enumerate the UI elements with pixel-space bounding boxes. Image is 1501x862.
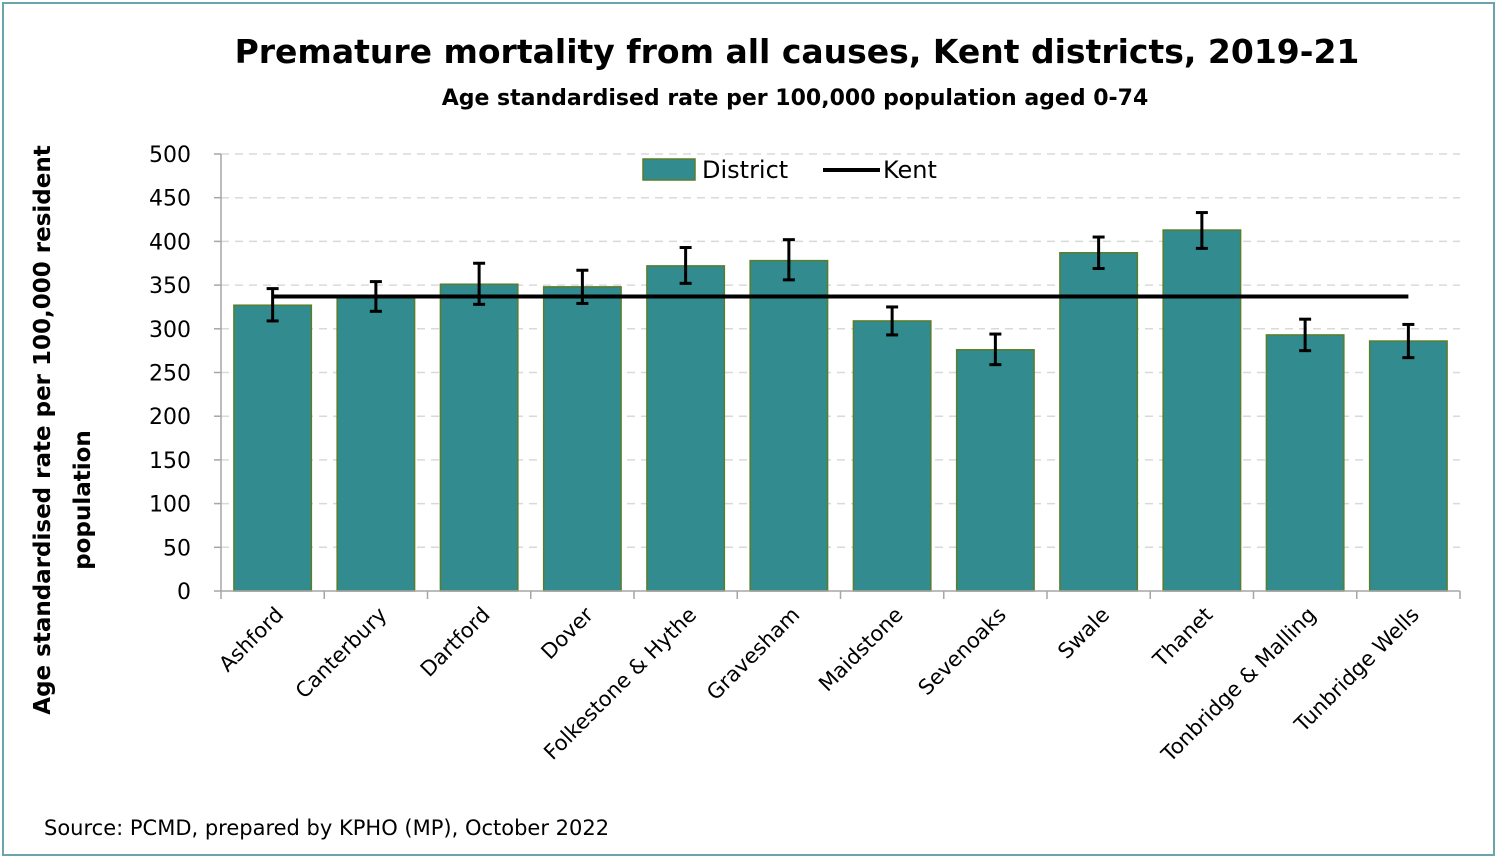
y-tick-label: 100 [149,493,191,518]
x-category-label: Thanet [1148,603,1218,673]
x-category-label: Maidstone [814,603,908,697]
x-category-label: Swale [1053,603,1114,664]
legend: District Kent [642,156,937,184]
y-tick-label: 150 [149,449,191,474]
y-axis-label: Age standardised rate per 100,000 reside… [30,145,96,714]
x-category-label: Canterbury [291,603,392,704]
y-tick-label: 300 [149,318,191,343]
y-axis-ticks: 0 50 100 150 200 250 300 350 400 450 500 [149,143,221,605]
source-note: Source: PCMD, prepared by KPHO (MP), Oct… [44,816,609,840]
y-axis-label-line-2: population [70,430,96,570]
error-bars [266,211,1415,367]
y-tick-label: 500 [149,143,191,168]
bar-thanet [1162,229,1242,592]
bar-folkestone-hythe [646,265,726,592]
legend-kent-label: Kent [883,156,937,184]
x-category-label: Sevenoaks [914,603,1011,700]
y-tick-label: 450 [149,187,191,212]
bar-swale [1059,252,1139,592]
bar-canterbury [336,295,416,592]
gridlines [221,153,1460,549]
x-category-label: Dartford [416,603,495,682]
x-axis-category-labels: Ashford Canterbury Dartford DoverFolkestone… [214,602,1424,767]
bar-dover [542,286,622,592]
y-tick-label: 0 [177,580,191,605]
bar-tunbridge-wells [1368,340,1448,592]
legend-district-swatch [642,158,696,181]
y-tick-label: 350 [149,274,191,299]
bar-maidstone [852,320,932,592]
axes [220,154,1461,599]
y-tick-label: 250 [149,362,191,387]
x-category-label: Gravesham [702,603,804,705]
x-category-label: Ashford [214,603,288,677]
chart-title: Premature mortality from all causes, Ken… [235,32,1360,71]
bar-dartford [439,283,519,592]
bar-tonbridge-malling [1265,334,1345,592]
y-tick-label: 50 [163,536,191,561]
y-tick-label: 400 [149,230,191,255]
y-tick-label: 200 [149,405,191,430]
chart-subtitle: Age standardised rate per 100,000 popula… [442,86,1149,111]
bar-ashford [233,304,313,592]
bar-sevenoaks [955,349,1035,592]
x-category-label: Dover [536,602,598,664]
y-axis-label-line-1: Age standardised rate per 100,000 reside… [30,145,56,714]
bar-gravesham [749,259,829,592]
bars [233,229,1448,592]
legend-district-label: District [702,156,788,184]
